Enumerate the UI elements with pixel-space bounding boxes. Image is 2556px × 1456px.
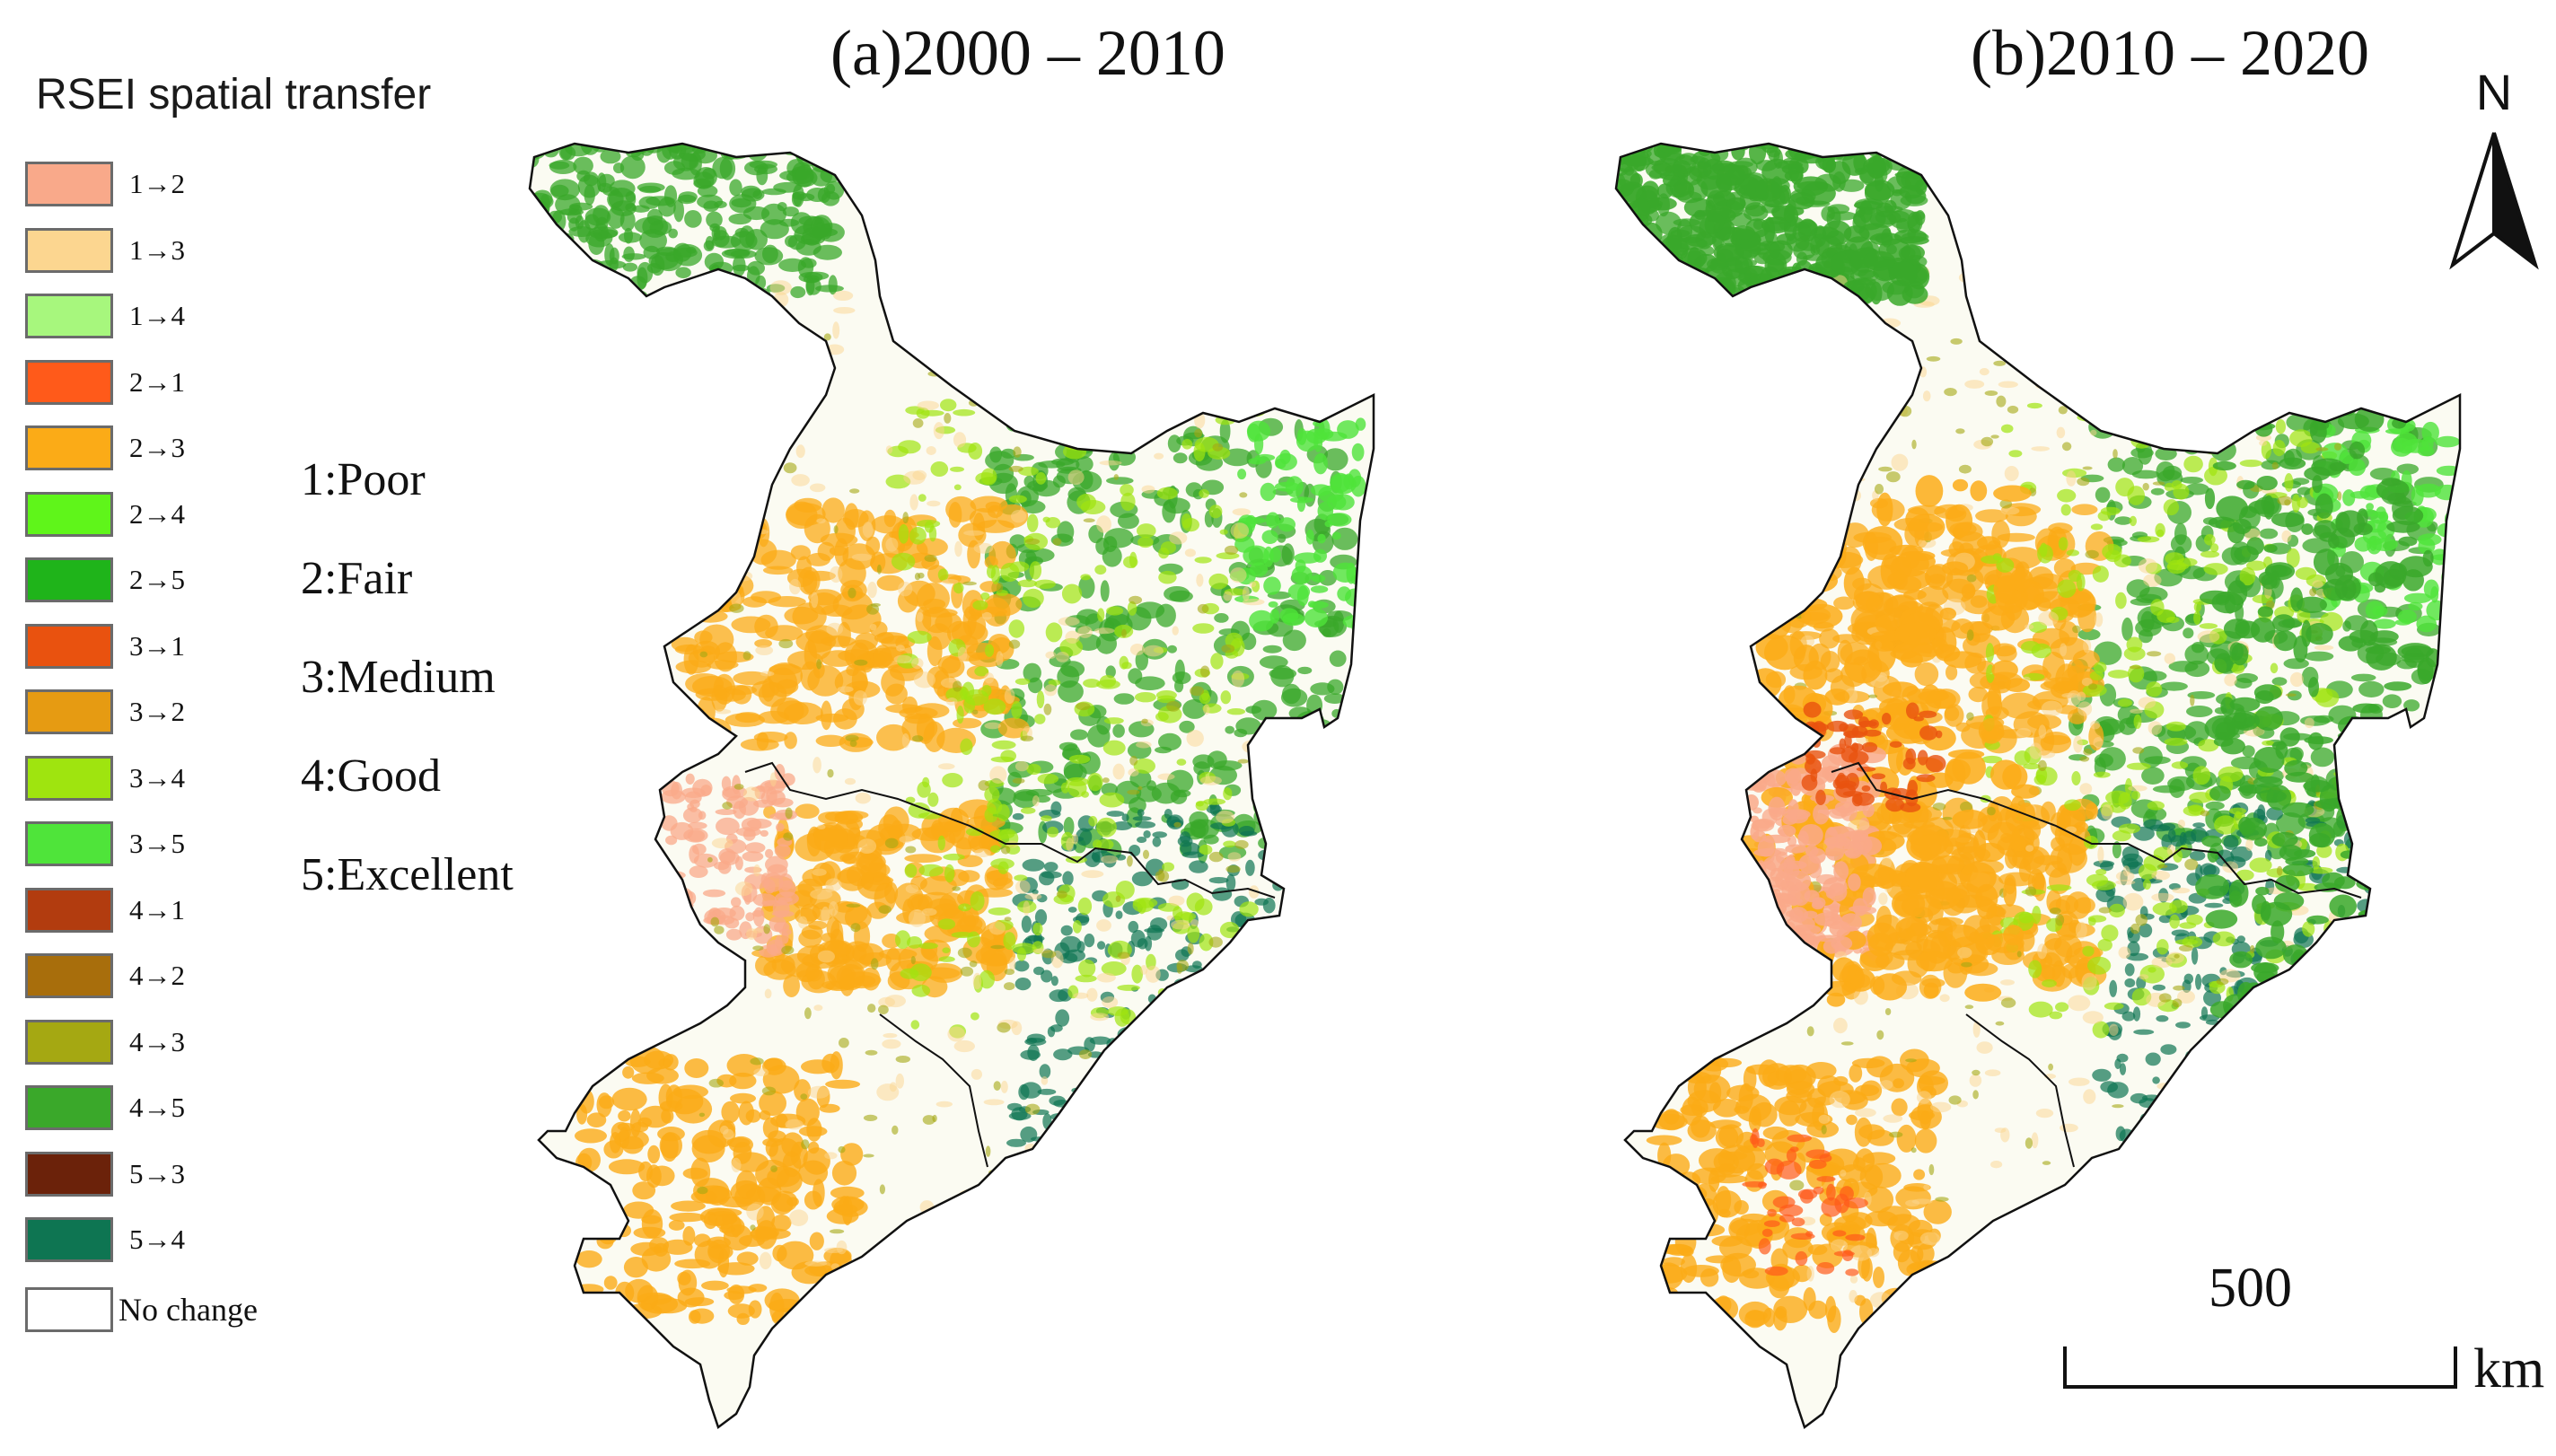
legend-swatch [25, 821, 113, 866]
legend-label: 2→3 [129, 432, 185, 463]
legend-swatch [25, 294, 113, 338]
legend-item: 5→4 [25, 1215, 185, 1264]
legend-item: 2→5 [25, 556, 185, 604]
legend-item: 4→1 [25, 886, 185, 934]
class-definition: 2:Fair [301, 553, 413, 604]
legend-item: 3→2 [25, 688, 185, 736]
legend-swatch [25, 953, 113, 998]
legend-swatch [25, 623, 113, 669]
north-arrow-icon [2449, 132, 2539, 270]
class-definition: 5:Excellent [301, 849, 514, 900]
legend-item: 3→1 [25, 622, 185, 671]
legend-swatch [25, 755, 113, 801]
panel-title-a: (a)2000 – 2010 [830, 17, 1225, 89]
legend-item: 4→5 [25, 1083, 185, 1132]
scale-bar-value: 500 [2209, 1258, 2292, 1319]
scale-bar-unit: km [2473, 1338, 2545, 1399]
legend-item: 5→3 [25, 1150, 185, 1198]
legend-swatch [25, 689, 113, 734]
panel-title-b: (b)2010 – 2020 [1971, 17, 2369, 89]
legend-label: 4→3 [129, 1025, 185, 1057]
legend-swatch [25, 887, 113, 933]
legend-item: 2→1 [25, 358, 185, 407]
legend-label: No change [119, 1291, 258, 1328]
legend-label: 3→4 [129, 761, 185, 794]
legend-item: 1→2 [25, 160, 185, 208]
legend-swatch [25, 1217, 113, 1262]
legend-swatch [25, 1085, 113, 1130]
legend-swatch [25, 1019, 113, 1065]
legend-item: 3→5 [25, 820, 185, 868]
legend-label: 4→1 [129, 893, 185, 925]
legend-item-no-change: No change [25, 1285, 258, 1334]
legend-item: 1→3 [25, 226, 185, 275]
legend-swatch [25, 1151, 113, 1197]
legend-swatch [25, 227, 113, 273]
map-panel-a [528, 142, 1375, 1429]
legend-label: 3→2 [129, 696, 185, 727]
legend-label: 2→1 [129, 365, 185, 398]
legend-item: 2→3 [25, 424, 185, 472]
scale-bar [2063, 1346, 2457, 1389]
legend-item: 1→4 [25, 292, 185, 340]
legend-label: 4→2 [129, 960, 185, 991]
legend-swatch [25, 557, 113, 602]
class-definition: 4:Good [301, 750, 441, 802]
legend-label: 1→3 [129, 233, 185, 266]
legend-label: 4→5 [129, 1092, 185, 1123]
north-letter: N [2475, 64, 2513, 120]
legend-swatch [25, 1286, 113, 1332]
legend-item: 4→3 [25, 1018, 185, 1066]
legend-item: 2→4 [25, 490, 185, 539]
legend-label: 1→4 [129, 300, 185, 331]
north-arrow: N [2449, 63, 2539, 278]
legend-swatch [25, 162, 113, 206]
map-panel-b [1614, 142, 2462, 1429]
legend-item: 4→2 [25, 952, 185, 1000]
legend-label: 2→4 [129, 497, 185, 530]
legend-title: RSEI spatial transfer [36, 71, 432, 118]
class-definition: 3:Medium [301, 652, 496, 703]
legend-swatch [25, 425, 113, 470]
legend-label: 5→4 [129, 1224, 185, 1255]
legend-label: 5→3 [129, 1157, 185, 1189]
legend-swatch [25, 359, 113, 405]
legend-label: 3→1 [129, 629, 185, 662]
legend-label: 3→5 [129, 828, 185, 859]
legend-item: 3→4 [25, 754, 185, 803]
class-definition: 1:Poor [301, 454, 426, 505]
legend-swatch [25, 491, 113, 537]
legend-label: 1→2 [129, 168, 185, 199]
legend-label: 2→5 [129, 564, 185, 595]
